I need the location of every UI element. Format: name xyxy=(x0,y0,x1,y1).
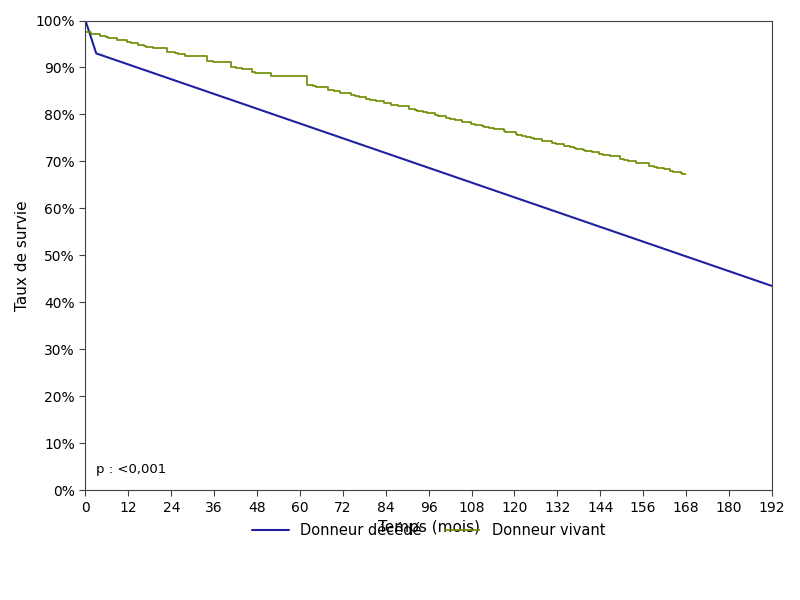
Donneur vivant xyxy=(679,170,689,178)
Donneur vivant xyxy=(668,168,678,175)
Donneur vivant xyxy=(571,145,581,152)
X-axis label: Temps (mois): Temps (mois) xyxy=(378,520,480,535)
Donneur décédé xyxy=(754,278,763,285)
Donneur décédé xyxy=(374,147,383,154)
Donneur décédé xyxy=(200,87,210,94)
Donneur vivant xyxy=(681,170,690,178)
Line: Donneur décédé: Donneur décédé xyxy=(86,20,772,286)
Donneur décédé xyxy=(81,17,90,24)
Line: Donneur vivant: Donneur vivant xyxy=(86,32,686,174)
Donneur vivant xyxy=(644,162,654,169)
Donneur vivant xyxy=(665,167,674,175)
Donneur décédé xyxy=(767,282,777,289)
Donneur décédé xyxy=(159,73,169,80)
Text: p : <0,001: p : <0,001 xyxy=(96,463,166,476)
Y-axis label: Taux de survie: Taux de survie xyxy=(15,200,30,311)
Donneur vivant xyxy=(522,133,531,140)
Donneur vivant xyxy=(322,83,332,91)
Donneur décédé xyxy=(679,252,689,259)
Legend: Donneur décédé, Donneur vivant: Donneur décédé, Donneur vivant xyxy=(246,517,611,544)
Donneur décédé xyxy=(344,137,354,144)
Donneur vivant xyxy=(81,29,90,36)
